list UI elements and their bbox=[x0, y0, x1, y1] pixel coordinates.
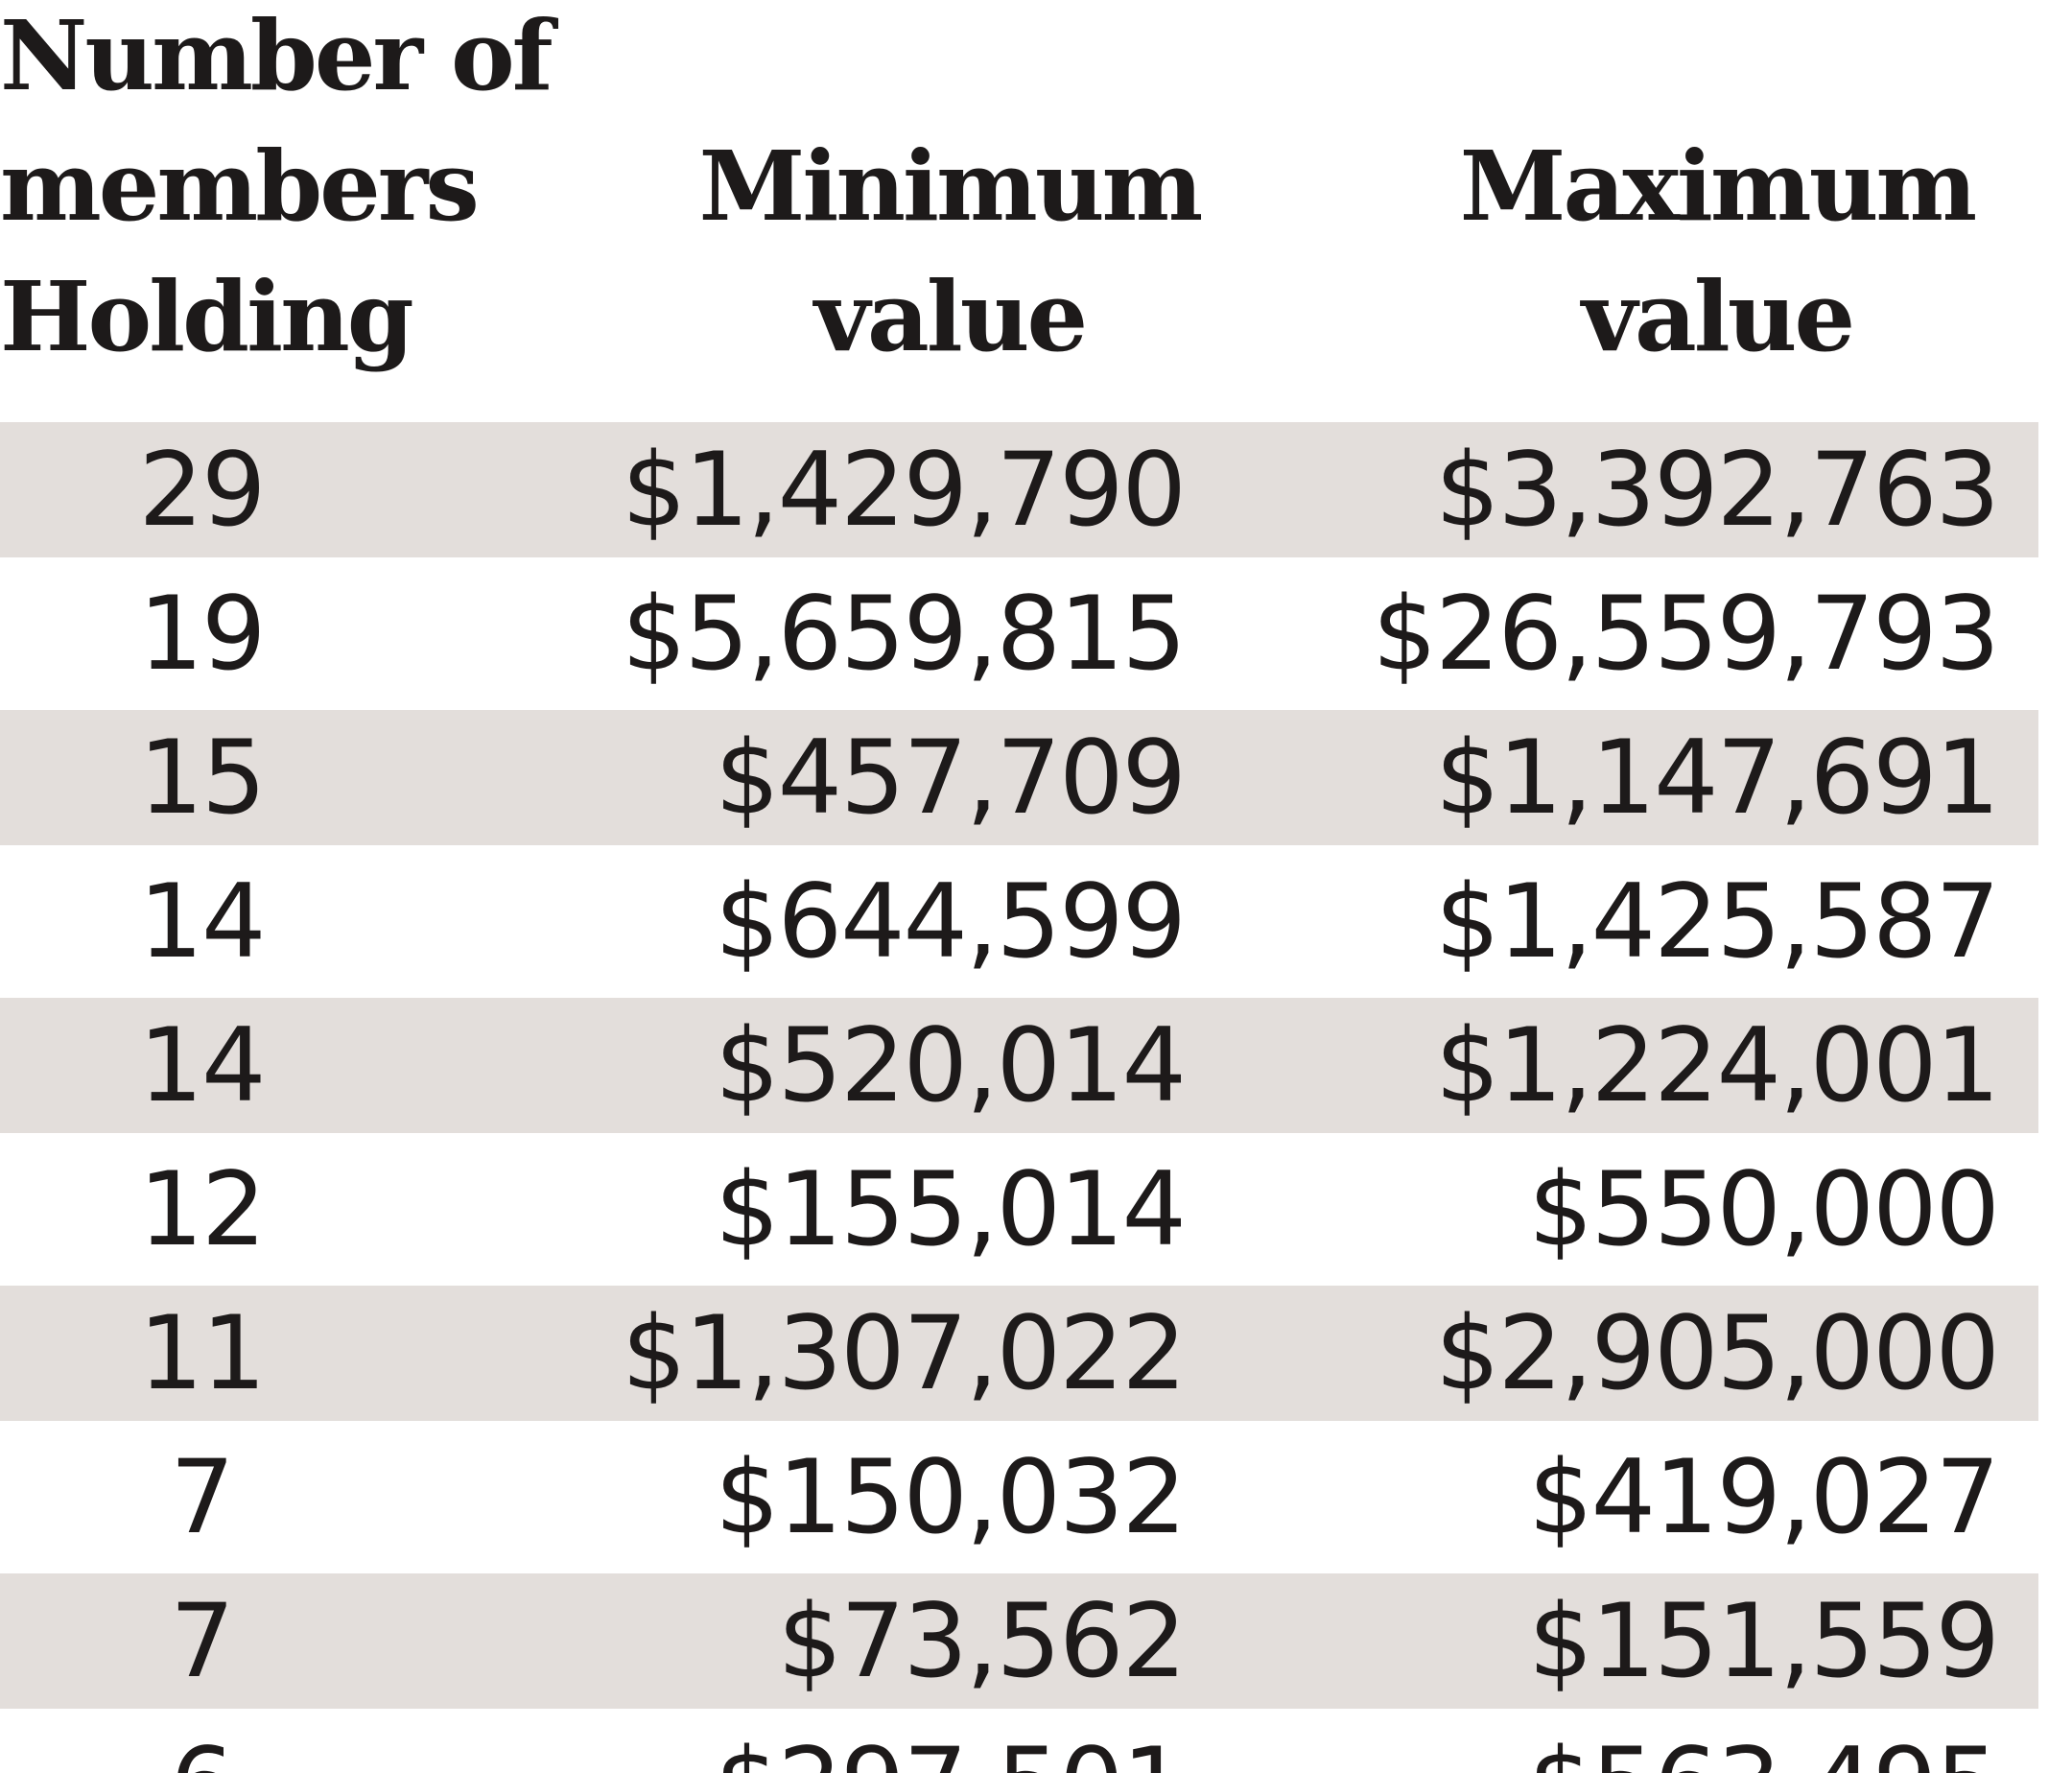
table-row: 11 $1,307,022 $2,905,000 bbox=[0, 1286, 2038, 1421]
maximum-value-cell: $3,392,763 bbox=[1435, 431, 2000, 549]
maximum-value-cell: $563,495 bbox=[1528, 1717, 2000, 1773]
members-cell: 7 bbox=[170, 1438, 234, 1556]
maximum-value-cell: $1,147,691 bbox=[1435, 719, 2000, 837]
minimum-value-cell: $520,014 bbox=[715, 1006, 1187, 1124]
maximum-value-cell: $1,425,587 bbox=[1435, 863, 2000, 981]
table-row: 12 $155,014 $550,000 bbox=[0, 1142, 2038, 1286]
header-number-of-members-holding: Number of members Holding bbox=[0, 0, 553, 373]
members-cell: 11 bbox=[138, 1294, 267, 1412]
table-row: 15 $457,709 $1,147,691 bbox=[0, 710, 2038, 845]
maximum-value-cell: $1,224,001 bbox=[1435, 1006, 2000, 1124]
minimum-value-cell: $1,429,790 bbox=[622, 431, 1187, 549]
members-cell: 15 bbox=[138, 719, 267, 837]
header-maximum-value: Maximum value bbox=[1459, 130, 1977, 373]
maximum-value-cell: $419,027 bbox=[1528, 1438, 2000, 1556]
members-cell: 14 bbox=[138, 863, 267, 981]
maximum-value-cell: $550,000 bbox=[1528, 1150, 2000, 1268]
minimum-value-cell: $1,307,022 bbox=[622, 1294, 1187, 1412]
members-cell: 12 bbox=[138, 1150, 267, 1268]
minimum-value-cell: $297,501 bbox=[715, 1717, 1187, 1773]
minimum-value-cell: $155,014 bbox=[715, 1150, 1187, 1268]
members-cell: 6 bbox=[67, 1717, 336, 1773]
table-row: 29 $1,429,790 $3,392,763 bbox=[0, 422, 2038, 557]
table-header: Number of members Holding Minimum value … bbox=[0, 0, 2038, 413]
table-row: 19 $5,659,815 $26,559,793 bbox=[0, 566, 2038, 710]
minimum-value-cell: $644,599 bbox=[715, 863, 1187, 981]
table-row: 7 $73,562 $151,559 bbox=[0, 1573, 2038, 1709]
table-body: 29 $1,429,790 $3,392,763 19 $5,659,815 $… bbox=[0, 422, 2038, 1773]
members-cell: 29 bbox=[138, 431, 267, 549]
maximum-value-cell: $26,559,793 bbox=[1372, 575, 2000, 693]
members-cell: 14 bbox=[138, 1006, 267, 1124]
members-cell: 19 bbox=[138, 575, 267, 693]
minimum-value-cell: $457,709 bbox=[715, 719, 1187, 837]
maximum-value-cell: $2,905,000 bbox=[1435, 1294, 2000, 1412]
maximum-value-cell: $151,559 bbox=[1528, 1582, 2000, 1700]
table-row: 14 $520,014 $1,224,001 bbox=[0, 998, 2038, 1133]
header-minimum-value: Minimum value bbox=[698, 130, 1204, 373]
minimum-value-cell: $73,562 bbox=[777, 1582, 1187, 1700]
minimum-value-cell: $5,659,815 bbox=[622, 575, 1187, 693]
minimum-value-cell: $150,032 bbox=[715, 1438, 1187, 1556]
table-row: 7 $150,032 $419,027 bbox=[0, 1430, 2038, 1573]
table-row: 14 $644,599 $1,425,587 bbox=[0, 854, 2038, 998]
table-row: 6 $297,501 $563,495 bbox=[0, 1717, 2038, 1773]
members-cell: 7 bbox=[170, 1582, 234, 1700]
